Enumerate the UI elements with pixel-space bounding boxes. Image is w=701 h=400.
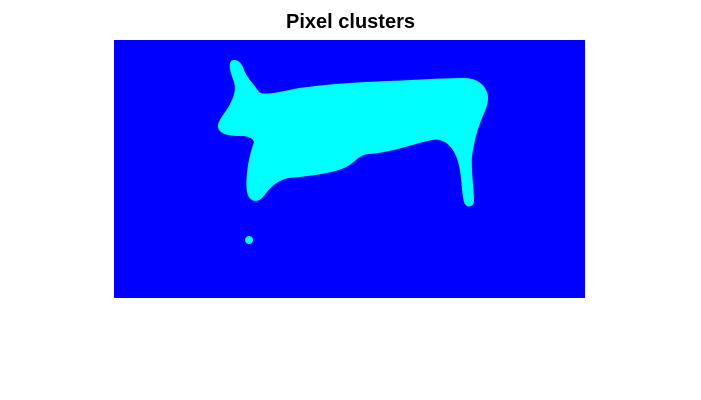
background-cluster-region xyxy=(114,40,585,298)
foreground-cluster-speck xyxy=(245,236,253,244)
cluster-image xyxy=(114,40,585,298)
foreground-cluster-region xyxy=(218,60,489,207)
figure-title: Pixel clusters xyxy=(286,11,415,33)
